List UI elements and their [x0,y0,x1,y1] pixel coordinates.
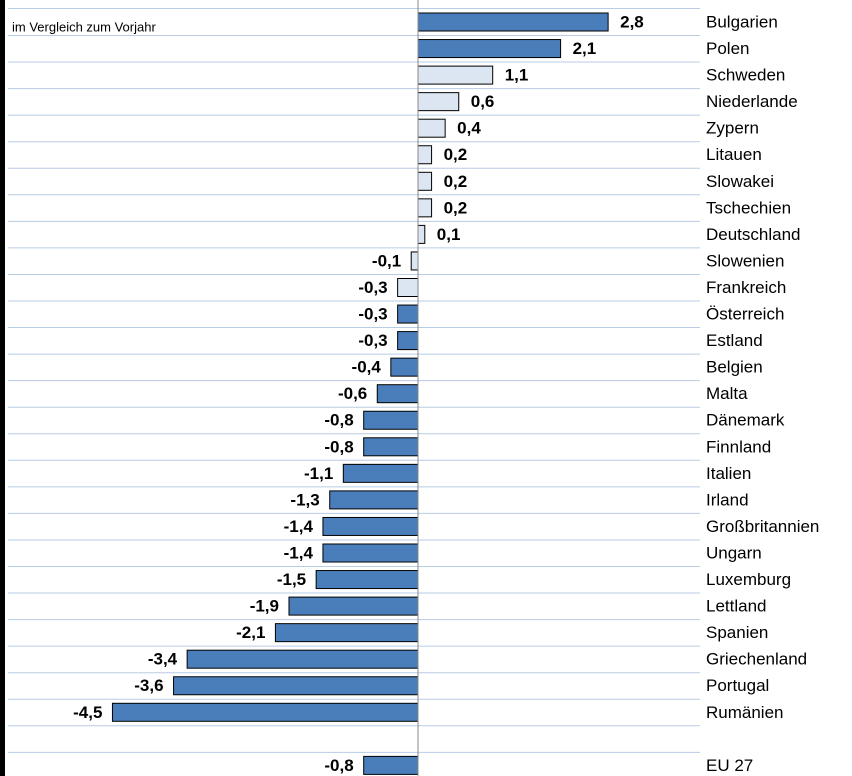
bar [397,304,419,324]
value-label: -1,5 [277,570,306,589]
value-label: -0,3 [358,278,387,297]
value-label: -0,8 [324,437,353,456]
value-label: -3,4 [148,650,178,669]
bar [173,676,419,696]
category-label: Österreich [706,305,784,324]
category-label: Ungarn [706,543,762,562]
bar [186,649,419,669]
category-label: Italien [706,464,751,483]
value-label: 0,6 [471,92,495,111]
bar [417,12,609,32]
bar [390,357,419,377]
category-label: Zypern [706,119,759,138]
category-label: Spanien [706,623,768,642]
category-label: Portugal [706,676,769,695]
value-label: -1,4 [284,517,314,536]
bar [376,384,419,404]
value-label: 0,2 [444,198,468,217]
bar [417,92,460,112]
category-label: Niederlande [706,92,798,111]
bar [410,251,419,271]
bar [288,596,419,616]
value-label: -0,3 [358,305,387,324]
bar [417,118,446,138]
category-label: Deutschland [706,225,801,244]
value-label: 0,2 [444,145,468,164]
bar [329,490,419,510]
bar [322,516,419,536]
value-label: -0,1 [372,251,401,270]
category-label: Rumänien [706,703,784,722]
value-label: -2,1 [236,623,265,642]
value-label: -4,5 [73,703,102,722]
category-label: Großbritannien [706,517,819,536]
value-label: 0,1 [437,225,461,244]
value-label: -0,4 [352,358,382,377]
bar [111,702,419,722]
category-label: Slowenien [706,251,784,270]
bar [274,623,419,643]
category-label: Lettland [706,597,767,616]
category-label: Luxemburg [706,570,791,589]
category-label: Bulgarien [706,12,778,31]
bar [342,463,419,483]
category-label: EU 27 [706,756,753,775]
value-label: 2,1 [573,39,597,58]
left-edge [0,0,5,776]
value-label: 0,2 [444,172,468,191]
bar [315,570,419,590]
value-label: -1,1 [304,464,333,483]
value-label: -0,8 [324,411,353,430]
value-label: 2,8 [620,12,644,31]
bar [417,145,433,165]
category-label: Litauen [706,145,762,164]
bar [397,278,419,297]
category-label: Frankreich [706,278,786,297]
category-label: Tschechien [706,198,791,217]
value-label: -0,3 [358,331,387,350]
category-label: Dänemark [706,411,785,430]
value-label: 0,4 [457,119,481,138]
value-label: -1,3 [290,490,319,509]
category-label: Estland [706,331,763,350]
bar [363,437,419,457]
category-label: Polen [706,39,749,58]
category-label: Malta [706,384,748,403]
bar [417,171,433,191]
chart-subtitle: im Vergleich zum Vorjahr [12,19,156,34]
category-label: Irland [706,490,749,509]
value-label: -1,9 [250,597,279,616]
bar [417,65,494,85]
bar [363,410,419,430]
category-label: Slowakei [706,172,774,191]
category-label: Finnland [706,437,771,456]
bar [417,224,426,244]
value-label: -3,6 [134,676,163,695]
value-label: 1,1 [505,66,529,85]
category-label: Schweden [706,66,785,85]
bar [417,198,433,218]
bar [322,543,419,563]
value-label: -0,6 [338,384,367,403]
value-label: -1,4 [284,543,314,562]
bar [417,39,562,59]
category-label: Griechenland [706,650,807,669]
bar [397,331,419,351]
value-label: -0,8 [324,756,353,775]
category-label: Belgien [706,358,763,377]
bar [363,755,419,775]
